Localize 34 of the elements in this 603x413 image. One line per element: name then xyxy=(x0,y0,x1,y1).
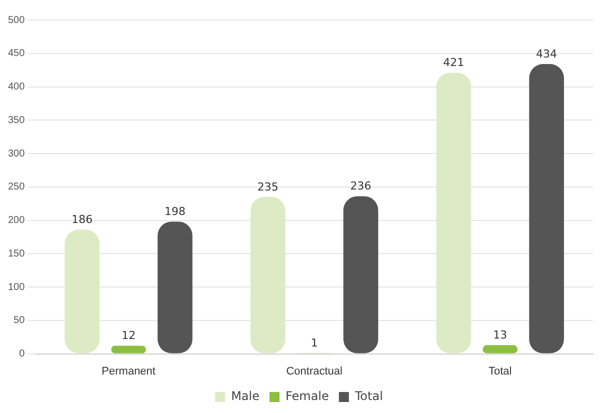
y-tick-label: 500 xyxy=(8,14,26,26)
y-tick-label: 400 xyxy=(8,82,26,93)
legend-label: Total xyxy=(354,389,383,404)
bar xyxy=(482,345,518,354)
y-tick-label: 350 xyxy=(8,114,26,126)
data-label: 421 xyxy=(443,56,464,70)
bar xyxy=(529,64,564,354)
legend-label: Female xyxy=(286,389,329,404)
x-tick-label: Total xyxy=(488,365,512,378)
data-label: 1 xyxy=(310,336,318,350)
bar xyxy=(111,346,146,354)
y-tick-label: 200 xyxy=(8,215,26,226)
data-label: 434 xyxy=(536,47,558,60)
data-label: 12 xyxy=(122,329,136,342)
bar xyxy=(158,222,192,354)
bar xyxy=(64,230,100,354)
x-tick-label: Permanent xyxy=(102,365,156,378)
bar xyxy=(250,196,286,354)
y-tick-label: 250 xyxy=(8,182,26,193)
data-label: 198 xyxy=(164,204,186,218)
data-label: 186 xyxy=(72,212,93,226)
data-label: 236 xyxy=(350,180,372,193)
y-tick-label: 150 xyxy=(8,248,26,260)
y-tick-label: 0 xyxy=(19,348,26,360)
y-tick-label: 100 xyxy=(8,282,26,293)
data-label: 235 xyxy=(257,180,278,194)
y-tick-label: 300 xyxy=(8,148,26,160)
y-tick-label: 50 xyxy=(14,315,26,326)
y-tick-label: 450 xyxy=(8,48,26,60)
bar xyxy=(343,196,378,354)
legend-label: Male xyxy=(231,389,260,404)
x-tick-label: Contractual xyxy=(286,365,342,378)
bar xyxy=(436,72,472,354)
data-label: 13 xyxy=(493,328,508,342)
